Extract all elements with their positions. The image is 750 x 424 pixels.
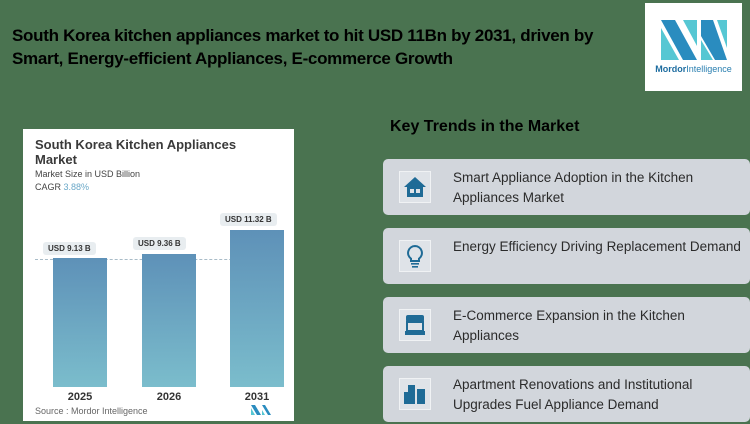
trend-item: Apartment Renovations and Institutional … [383,366,750,422]
trend-item: Energy Efficiency Driving Replacement De… [383,228,750,284]
bar-2026 [142,254,196,387]
chart-card: South Korea Kitchen Appliances Market Ma… [23,129,294,421]
trend-item: Smart Appliance Adoption in the Kitchen … [383,159,750,215]
chart-subtitle: Market Size in USD Billion [35,169,141,179]
cagr: CAGR 3.88% [35,182,90,192]
lightbulb-icon [399,240,431,272]
year-2025: 2025 [67,391,93,403]
storefront-icon [399,309,431,341]
mordor-logo: MordorIntelligence [645,3,742,91]
trends-title: Key Trends in the Market [390,118,580,135]
bar-label-2025: USD 9.13 B [43,242,96,255]
trend-item: E-Commerce Expansion in the Kitchen Appl… [383,297,750,353]
year-2026: 2026 [156,391,182,403]
headline: South Korea kitchen appliances market to… [12,26,594,68]
trend-text: E-Commerce Expansion in the Kitchen Appl… [453,308,685,343]
year-2031: 2031 [244,391,270,403]
trend-text: Apartment Renovations and Institutional … [453,377,693,412]
trend-text: Energy Efficiency Driving Replacement De… [453,239,741,254]
bar-label-2031: USD 11.32 B [220,213,277,226]
logo-text: MordorIntelligence [655,64,732,74]
source-note: Source : Mordor Intelligence [35,406,148,416]
bar-2031 [230,230,284,387]
trend-text: Smart Appliance Adoption in the Kitchen … [453,170,694,205]
mini-logo-icon [251,405,271,415]
mordor-logo-icon [660,20,727,60]
bar-label-2026: USD 9.36 B [133,237,186,250]
bar-2025 [53,258,107,387]
buildings-icon [399,378,431,410]
house-icon [399,171,431,203]
chart-title: South Korea Kitchen Appliances Market [35,137,237,167]
